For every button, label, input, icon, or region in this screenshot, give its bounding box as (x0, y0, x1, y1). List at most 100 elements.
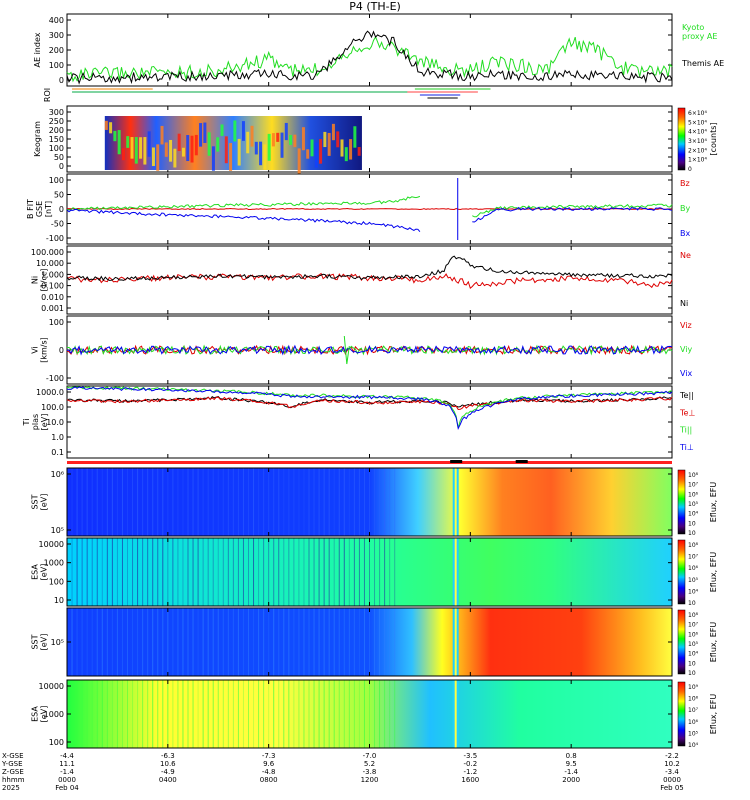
ae-legend-kyoto: proxy AE (682, 32, 717, 41)
keogram-patch (285, 123, 288, 140)
sst_elec-colorbar-tick: 10⁲ (688, 670, 696, 677)
temperature-legend-0: Te|| (679, 391, 694, 400)
esa_ion-colorbar-label: Eflux, EFU (709, 552, 718, 593)
keogram-colorbar-tick: 3×10⁴ (688, 138, 707, 145)
keogram-patch (139, 137, 142, 158)
sst_ion-colorbar (678, 470, 685, 534)
sst_ion-colorbar-tick: 10⁴ (688, 511, 699, 518)
keogram-patch (191, 136, 194, 163)
keogram-patch (315, 143, 318, 168)
axis-value-x: 0.8 (566, 752, 577, 760)
sst_ion-crossing-core (455, 468, 457, 536)
density-legend-0: Ne (680, 251, 691, 260)
axis-value-hhmm: 0400 (159, 776, 177, 784)
sst_elec-crossing-core (455, 608, 457, 676)
axis-value-y: 5.2 (364, 760, 375, 768)
ae-legend-kyoto: Kyoto (682, 23, 704, 32)
keogram-ytick-label: 150 (49, 135, 64, 144)
keogram-patch (298, 148, 301, 174)
keogram-patch (268, 134, 271, 161)
sst_elec-ytick-label: 10⁵ (51, 638, 64, 647)
sst_ion-colorbar-tick: 10⁵ (688, 501, 699, 508)
esa_elec-ylabel: ESA [eV] (31, 706, 49, 723)
esa_ion-colorbar-tick: 10⁶ (688, 565, 699, 572)
keogram-colorbar-tick: 6×10⁴ (688, 110, 707, 117)
esa_elec-ytick-label: 10000 (39, 682, 64, 691)
axis-row-label: Z-GSE (2, 768, 24, 776)
sst_elec-colorbar-tick: 10⁸ (688, 612, 699, 619)
keogram-patch (349, 139, 352, 159)
keogram-patch (165, 142, 168, 156)
velocity-ytick-label: 100 (49, 318, 64, 327)
bfield-ytick-label: 50 (54, 191, 64, 200)
sst_ion-colorbar-label: Eflux, EFU (709, 482, 718, 523)
sst_elec-colorbar-tick: 10⁵ (688, 641, 699, 648)
sst_ion-colorbar-tick: 10⁲ (688, 530, 696, 537)
axis-value-hhmm: 2000 (562, 776, 580, 784)
esa_ion-colorbar-tick: 10⁴ (688, 588, 699, 595)
axis-row-label: 2025 (2, 784, 20, 792)
keogram-patch (225, 136, 228, 163)
temperature-ylabel-line: [eV] (40, 414, 49, 431)
axis-row-label: Y-GSE (1, 760, 23, 768)
temperature-series-3 (67, 387, 672, 429)
sst_elec-colorbar-tick: 10⁳ (688, 660, 696, 667)
bfield-ytick-label: 0 (59, 205, 64, 214)
esa_elec-crossing-core (455, 680, 457, 748)
sst_ion-ytick-label: 10⁵ (51, 526, 64, 535)
axis-value-z: -4.8 (262, 768, 276, 776)
keogram-patch (328, 133, 331, 156)
ae-ylabel-line: AE index (33, 32, 42, 67)
ae-legend-themis: Themis AE (681, 59, 724, 68)
keogram-patch (195, 135, 198, 155)
ae-ytick-label: 0 (59, 76, 64, 85)
axis-value-y: 9.6 (263, 760, 275, 768)
keogram-patch (169, 140, 172, 162)
axis-value-x: -7.3 (262, 752, 276, 760)
keogram-patch (358, 147, 361, 156)
sst_ion-colorbar-label-line: Eflux, EFU (709, 482, 718, 523)
esa_ion-ylabel-line: ESA (31, 564, 40, 580)
density-ylabel: Ni [1/cc] (31, 269, 49, 292)
flag-mark (516, 460, 528, 463)
esa_ion-colorbar-tick: 10⁸ (688, 542, 699, 549)
keogram-colorbar-tick: 1×10⁴ (688, 157, 707, 164)
axis-value-hhmm: 0000 (663, 776, 681, 784)
keogram-patch (178, 134, 181, 151)
keogram-patch (336, 131, 339, 147)
keogram-patch (345, 147, 348, 161)
keogram-patch (332, 124, 335, 140)
keogram-patch (221, 124, 224, 135)
axis-value-hhmm: 0000 (58, 776, 76, 784)
keogram-patch (105, 121, 108, 130)
bfield-ylabel-line: B FIT (26, 199, 35, 219)
axis-value-hhmm: 0800 (260, 776, 278, 784)
keogram-patch (323, 132, 326, 147)
velocity-legend-2: Vix (680, 369, 693, 378)
axis-value-y: 10.2 (664, 760, 680, 768)
keogram-patch (131, 137, 134, 159)
keogram-patch (289, 135, 292, 145)
esa_elec-ytick-label: 100 (49, 738, 64, 747)
keogram-patch (246, 132, 249, 153)
axis-value-y: 10.6 (160, 760, 176, 768)
esa_ion-colorbar (678, 540, 685, 604)
esa_elec-colorbar-label-line: Eflux, EFU (709, 694, 718, 735)
esa_elec-ylabel-line: [eV] (40, 706, 49, 723)
esa_elec-colorbar-tick: 10⁹ (688, 684, 699, 691)
axis-value-date: Feb 04 (55, 784, 79, 792)
esa_ion-ylabel: ESA [eV] (31, 564, 49, 581)
keogram-patch (203, 123, 206, 143)
density-ylabel-line: Ni (31, 276, 40, 284)
bfield-series-1 (67, 196, 672, 216)
sst_ion-colorbar-tick: 10⁶ (688, 491, 699, 498)
keogram-patch (281, 133, 284, 158)
velocity-ylabel: Vi [km/s] (31, 337, 49, 363)
density-legend-1: Ni (680, 299, 688, 308)
flag-bar (67, 461, 672, 464)
keogram-ytick-label: 200 (49, 126, 64, 135)
temperature-ytick-label: 1000.0 (36, 388, 64, 397)
keogram-patch (302, 127, 305, 150)
sst_ion-ylabel: SST [eV] (31, 494, 49, 511)
